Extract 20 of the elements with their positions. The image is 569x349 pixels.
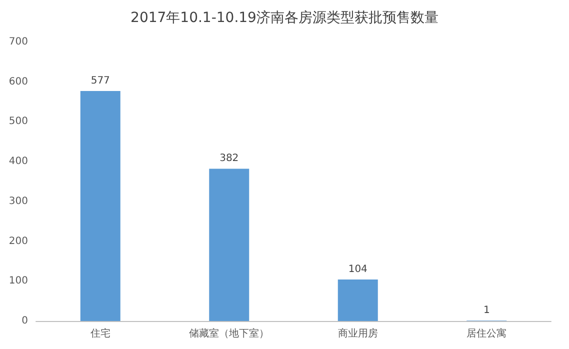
y-tick-label: 100 xyxy=(8,276,28,287)
bar xyxy=(209,168,250,321)
data-label: 1 xyxy=(483,305,490,316)
y-tick-label: 600 xyxy=(8,76,28,88)
y-tick-label: 400 xyxy=(8,156,28,168)
data-label: 104 xyxy=(348,264,368,276)
bar xyxy=(338,280,378,321)
x-tick-label: 住宅 xyxy=(90,328,110,340)
chart-title: 2017年10.1-10.19济南各房源类型获批预售数量 xyxy=(130,10,438,26)
x-tick-label: 储藏室（地下室） xyxy=(189,328,270,340)
y-tick-label: 200 xyxy=(8,236,28,247)
y-tick-label: 0 xyxy=(22,316,28,326)
bar xyxy=(80,91,120,321)
y-tick-label: 500 xyxy=(8,116,28,128)
x-tick-label: 商业用房 xyxy=(338,328,378,340)
data-label: 577 xyxy=(90,76,110,87)
x-tick-label: 居住公寓 xyxy=(466,328,507,340)
y-tick-label: 300 xyxy=(8,196,28,207)
y-tick-label: 700 xyxy=(8,36,28,48)
data-label: 382 xyxy=(220,153,239,164)
